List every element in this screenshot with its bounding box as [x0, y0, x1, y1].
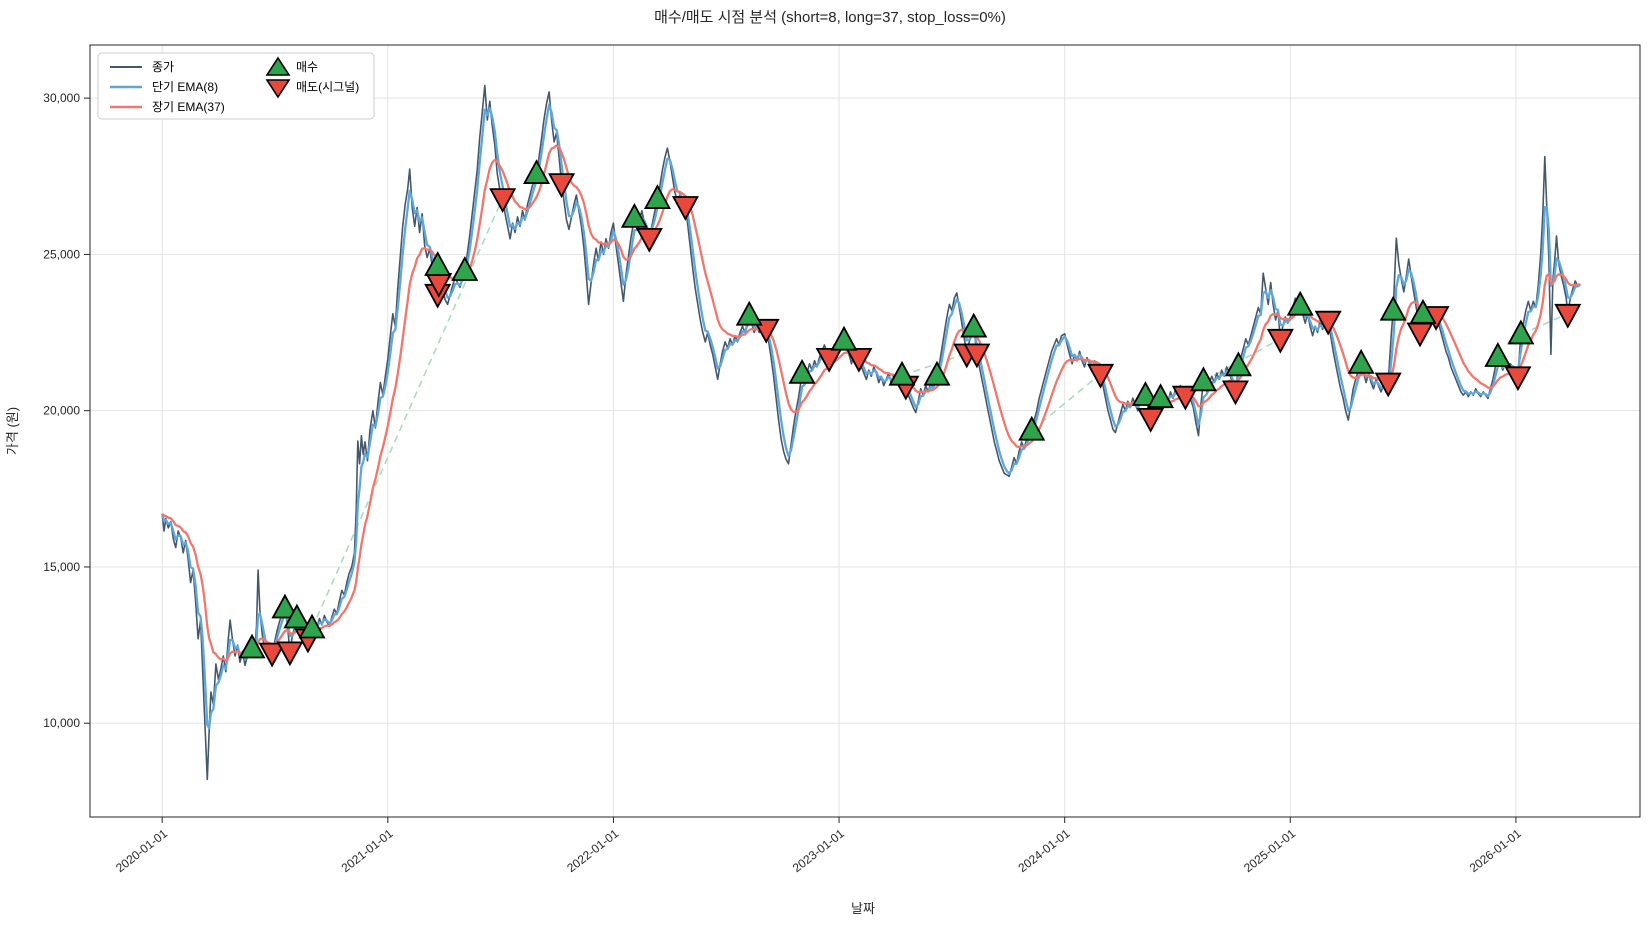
buy-marker — [620, 202, 648, 228]
buy-marker — [960, 312, 988, 338]
sell-marker — [1171, 385, 1199, 411]
legend-sell-label: 매도(시그널) — [296, 80, 359, 94]
x-tick-label: 2021-01-01 — [339, 826, 396, 875]
plot-frame — [89, 44, 1641, 818]
buy-marker — [424, 251, 452, 276]
buy-marker — [923, 360, 951, 386]
buy-marker — [888, 360, 916, 386]
legend-buy-marker-icon — [265, 56, 291, 76]
buy-marker — [283, 603, 311, 629]
sell-marker — [489, 188, 517, 214]
sell-marker — [1221, 380, 1249, 406]
buy-marker — [522, 159, 551, 184]
y-tick-label: 15,000 — [43, 560, 80, 574]
buy-marker — [830, 325, 858, 351]
short-ema-line — [161, 103, 1581, 730]
chart-title: 매수/매도 시점 분석 (short=8, long=37, stop_loss… — [654, 9, 1006, 26]
trade-connector-line — [1520, 313, 1569, 336]
buy-marker — [735, 300, 763, 326]
trade-connector-line — [311, 197, 504, 629]
legend-sell-marker-icon — [265, 79, 291, 99]
sell-marker — [635, 227, 663, 253]
buy-marker — [451, 256, 479, 281]
sell-marker — [258, 642, 286, 668]
buy-marker — [298, 613, 326, 639]
buy-marker — [1409, 298, 1437, 324]
x-tick-label: 2024-01-01 — [1016, 826, 1073, 875]
buy-marker — [1189, 366, 1217, 392]
sell-marker — [1137, 407, 1165, 433]
sell-marker — [815, 347, 843, 373]
legend-short-ema-label: 단기 EMA(8) — [152, 80, 218, 94]
legend: 종가 단기 EMA(8) 장기 EMA(37) 매수 매도(시그널) — [97, 52, 375, 120]
long-ema-line — [161, 144, 1581, 662]
buy-marker — [238, 633, 266, 659]
buy-marker — [1347, 348, 1375, 374]
y-axis-label: 가격 (원) — [5, 407, 20, 455]
plot-series — [161, 84, 1582, 781]
buy-marker — [1379, 295, 1407, 321]
sell-marker — [1314, 310, 1342, 336]
x-tick-label: 2025-01-01 — [1241, 826, 1298, 875]
sell-marker — [963, 343, 991, 369]
sell-marker — [1406, 322, 1434, 348]
sell-marker — [1266, 328, 1294, 354]
y-tick-label: 25,000 — [43, 247, 80, 261]
legend-close-label: 종가 — [152, 60, 174, 74]
x-tick-label: 2026-01-01 — [1467, 826, 1524, 875]
buy-marker — [1286, 290, 1314, 316]
sell-marker — [1504, 366, 1532, 392]
legend-buy-label: 매수 — [296, 60, 318, 74]
x-tick-label: 2020-01-01 — [113, 826, 170, 875]
y-tick-label: 30,000 — [43, 91, 80, 105]
x-axis-label: 날짜 — [851, 901, 875, 916]
sell-marker — [548, 173, 576, 199]
x-tick-label: 2022-01-01 — [564, 826, 621, 875]
sell-marker — [276, 641, 304, 667]
close-price-line — [161, 84, 1581, 781]
sell-marker — [845, 347, 873, 373]
buy-marker — [1507, 319, 1535, 345]
axes — [84, 44, 1641, 823]
gridlines — [90, 45, 1640, 817]
y-tick-label: 10,000 — [43, 716, 80, 730]
legend-box — [97, 52, 375, 120]
sell-marker — [671, 196, 699, 221]
x-tick-label: 2023-01-01 — [790, 826, 847, 875]
sell-marker — [1554, 303, 1582, 329]
y-tick-label: 20,000 — [43, 404, 80, 418]
buy-marker — [1224, 351, 1252, 377]
buy-marker — [1131, 381, 1159, 406]
buy-marker — [643, 184, 671, 209]
sell-marker — [1374, 372, 1402, 398]
sell-marker — [1087, 363, 1115, 389]
legend-long-ema-label: 장기 EMA(37) — [152, 100, 225, 114]
buy-marker — [271, 593, 299, 619]
buy-marker — [1147, 383, 1175, 409]
buy-marker — [1018, 415, 1046, 441]
buy-marker — [788, 358, 816, 384]
buy-marker — [1484, 342, 1512, 367]
tick-labels: 10,000 15,000 20,000 25,000 30,000 2020-01-01… — [43, 91, 1524, 875]
